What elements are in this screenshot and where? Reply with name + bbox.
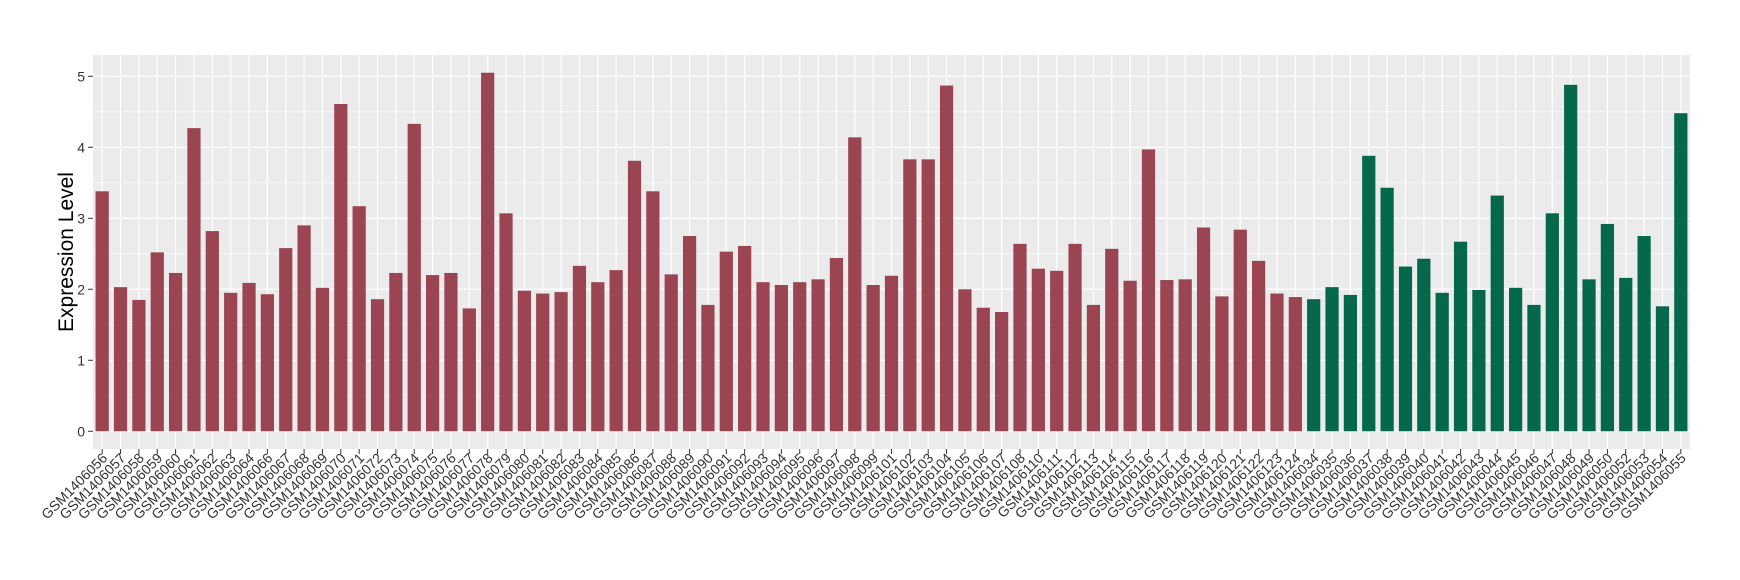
bar [297, 225, 311, 432]
bar [113, 287, 128, 432]
bar [462, 308, 476, 432]
bar [995, 311, 1009, 432]
bar [829, 258, 844, 432]
bar [1215, 296, 1229, 432]
bar [793, 282, 807, 432]
y-tick-label: 3 [77, 210, 85, 226]
bar [1380, 187, 1394, 432]
bar [627, 160, 642, 432]
bar [205, 231, 219, 432]
bar [1582, 279, 1596, 432]
bar [1545, 213, 1559, 432]
bar [756, 282, 770, 432]
bar [224, 292, 238, 432]
bar [260, 294, 274, 432]
y-axis-title: Expression Level [55, 172, 78, 332]
y-axis: 0 1 2 3 4 5 [77, 68, 93, 439]
bar [903, 159, 917, 432]
bar [1123, 280, 1137, 432]
bar [1288, 297, 1302, 432]
bar [279, 248, 293, 432]
y-tick-label: 1 [77, 352, 85, 368]
bar [1178, 279, 1192, 432]
bar [132, 299, 146, 432]
bar [444, 272, 458, 432]
bar [646, 191, 660, 432]
bar [976, 307, 990, 432]
bar [1527, 304, 1541, 432]
bar [958, 289, 972, 432]
bar [1509, 287, 1523, 432]
bar [572, 265, 587, 432]
bar [1233, 229, 1247, 432]
bar [719, 251, 733, 432]
bar [150, 252, 164, 432]
bar [95, 191, 109, 432]
bar [1655, 306, 1670, 432]
y-tick-label: 5 [77, 68, 85, 84]
bar [1325, 287, 1339, 432]
bar [848, 137, 862, 432]
bar [1674, 113, 1688, 432]
bar [682, 236, 697, 432]
bar [187, 128, 201, 432]
bar [884, 275, 899, 432]
bar [939, 85, 954, 432]
bars [95, 72, 1688, 432]
bar [1490, 195, 1504, 432]
bar [1031, 268, 1045, 432]
bar [168, 272, 183, 432]
bar [554, 292, 568, 432]
bar [1013, 243, 1027, 432]
bar [1435, 292, 1449, 432]
bar [1252, 260, 1266, 432]
bar [1619, 277, 1633, 432]
bar [1637, 236, 1651, 432]
bar [1068, 243, 1082, 432]
bar [866, 285, 880, 432]
bar [425, 275, 440, 432]
bar [407, 123, 421, 432]
bar [334, 103, 348, 432]
bar [481, 72, 495, 432]
bar [242, 282, 256, 432]
bar [921, 159, 935, 432]
bar [609, 270, 623, 432]
bar [774, 285, 788, 432]
y-tick-label: 2 [77, 281, 85, 297]
bar [1105, 248, 1119, 432]
bar [1196, 227, 1211, 432]
bar [701, 304, 715, 432]
bar [1160, 280, 1174, 432]
x-axis: GSM1406056GSM1406057GSM1406058GSM1406059… [38, 449, 1689, 522]
bar [499, 213, 513, 432]
bar [389, 272, 403, 432]
bar [1417, 258, 1431, 432]
bar [664, 274, 678, 432]
y-tick-label: 4 [77, 139, 85, 155]
bar [352, 206, 366, 432]
bar [1343, 294, 1358, 432]
bar [536, 293, 550, 432]
bar [1270, 293, 1284, 432]
bar [1472, 289, 1486, 432]
bar [315, 287, 330, 432]
bar [1141, 149, 1156, 432]
bar [1362, 155, 1376, 432]
bar [1600, 223, 1615, 432]
bar [811, 279, 825, 432]
bar [1398, 266, 1413, 432]
bar [1307, 299, 1321, 432]
bar [1564, 84, 1578, 432]
bar [1453, 241, 1468, 432]
bar [370, 299, 385, 432]
bar [517, 290, 531, 432]
y-tick-label: 0 [77, 423, 85, 439]
bar [591, 282, 605, 432]
bar [1086, 304, 1101, 432]
bar [738, 245, 752, 432]
bar [1050, 270, 1064, 432]
